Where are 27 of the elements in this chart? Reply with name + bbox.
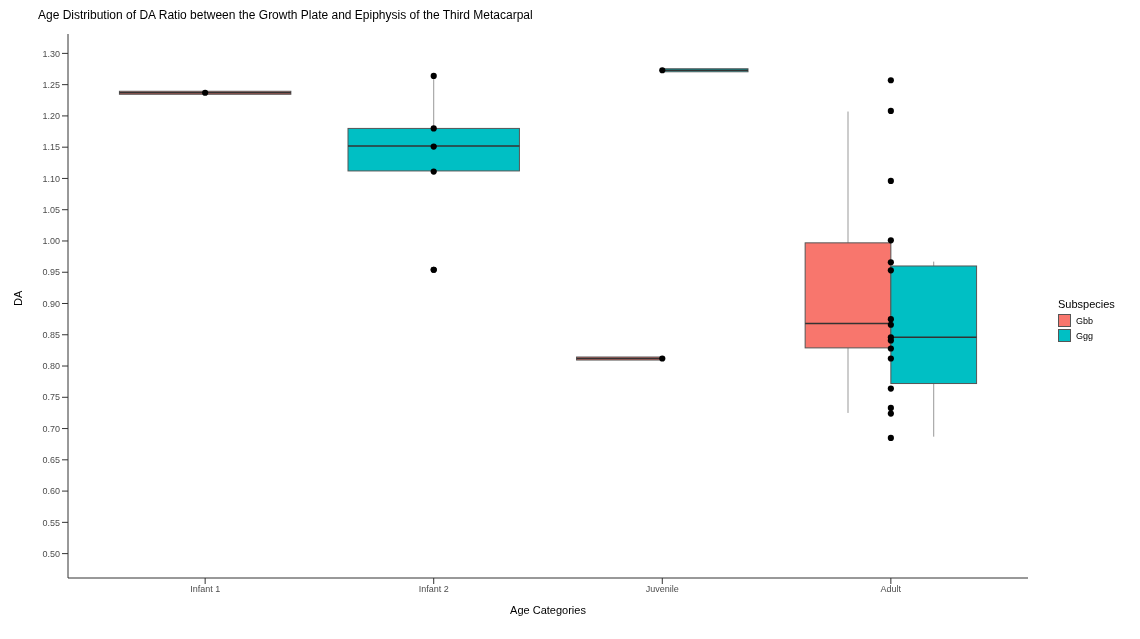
x-tick-label: Juvenile: [645, 584, 679, 595]
y-tick-label: 1.00: [42, 236, 60, 247]
y-tick-label: 1.10: [42, 173, 60, 184]
y-tick-label: 0.60: [42, 486, 60, 497]
y-axis-title: DA: [11, 290, 24, 306]
legend-title: Subspecies: [1058, 298, 1115, 310]
y-tick-label: 0.95: [42, 267, 60, 278]
y-tick-label: 0.50: [42, 548, 60, 559]
legend-label: Ggg: [1076, 330, 1094, 341]
x-tick-label: Adult: [880, 584, 902, 595]
x-axis-title: Age Categories: [510, 604, 587, 616]
y-tick-label: 1.30: [42, 48, 60, 59]
y-tick-label: 1.20: [42, 111, 60, 122]
y-tick-label: 1.25: [42, 79, 60, 90]
legend-label: Gbb: [1076, 315, 1094, 326]
x-tick-label: Infant 2: [418, 584, 449, 595]
y-tick-label: 0.85: [42, 329, 60, 340]
x-tick-label: Infant 1: [190, 584, 221, 595]
y-tick-label: 1.05: [42, 204, 60, 215]
y-tick-label: 0.80: [42, 361, 60, 372]
y-tick-label: 0.90: [42, 298, 60, 309]
y-tick-label: 0.70: [42, 423, 60, 434]
y-tick-label: 1.15: [42, 142, 60, 153]
chart-title: Age Distribution of DA Ratio between the Growth Plate and Epiphysis of the Third Metacarpal: [37, 8, 534, 24]
y-tick-label: 0.65: [42, 455, 60, 466]
y-tick-label: 0.55: [42, 517, 60, 528]
y-tick-label: 0.75: [42, 392, 60, 403]
